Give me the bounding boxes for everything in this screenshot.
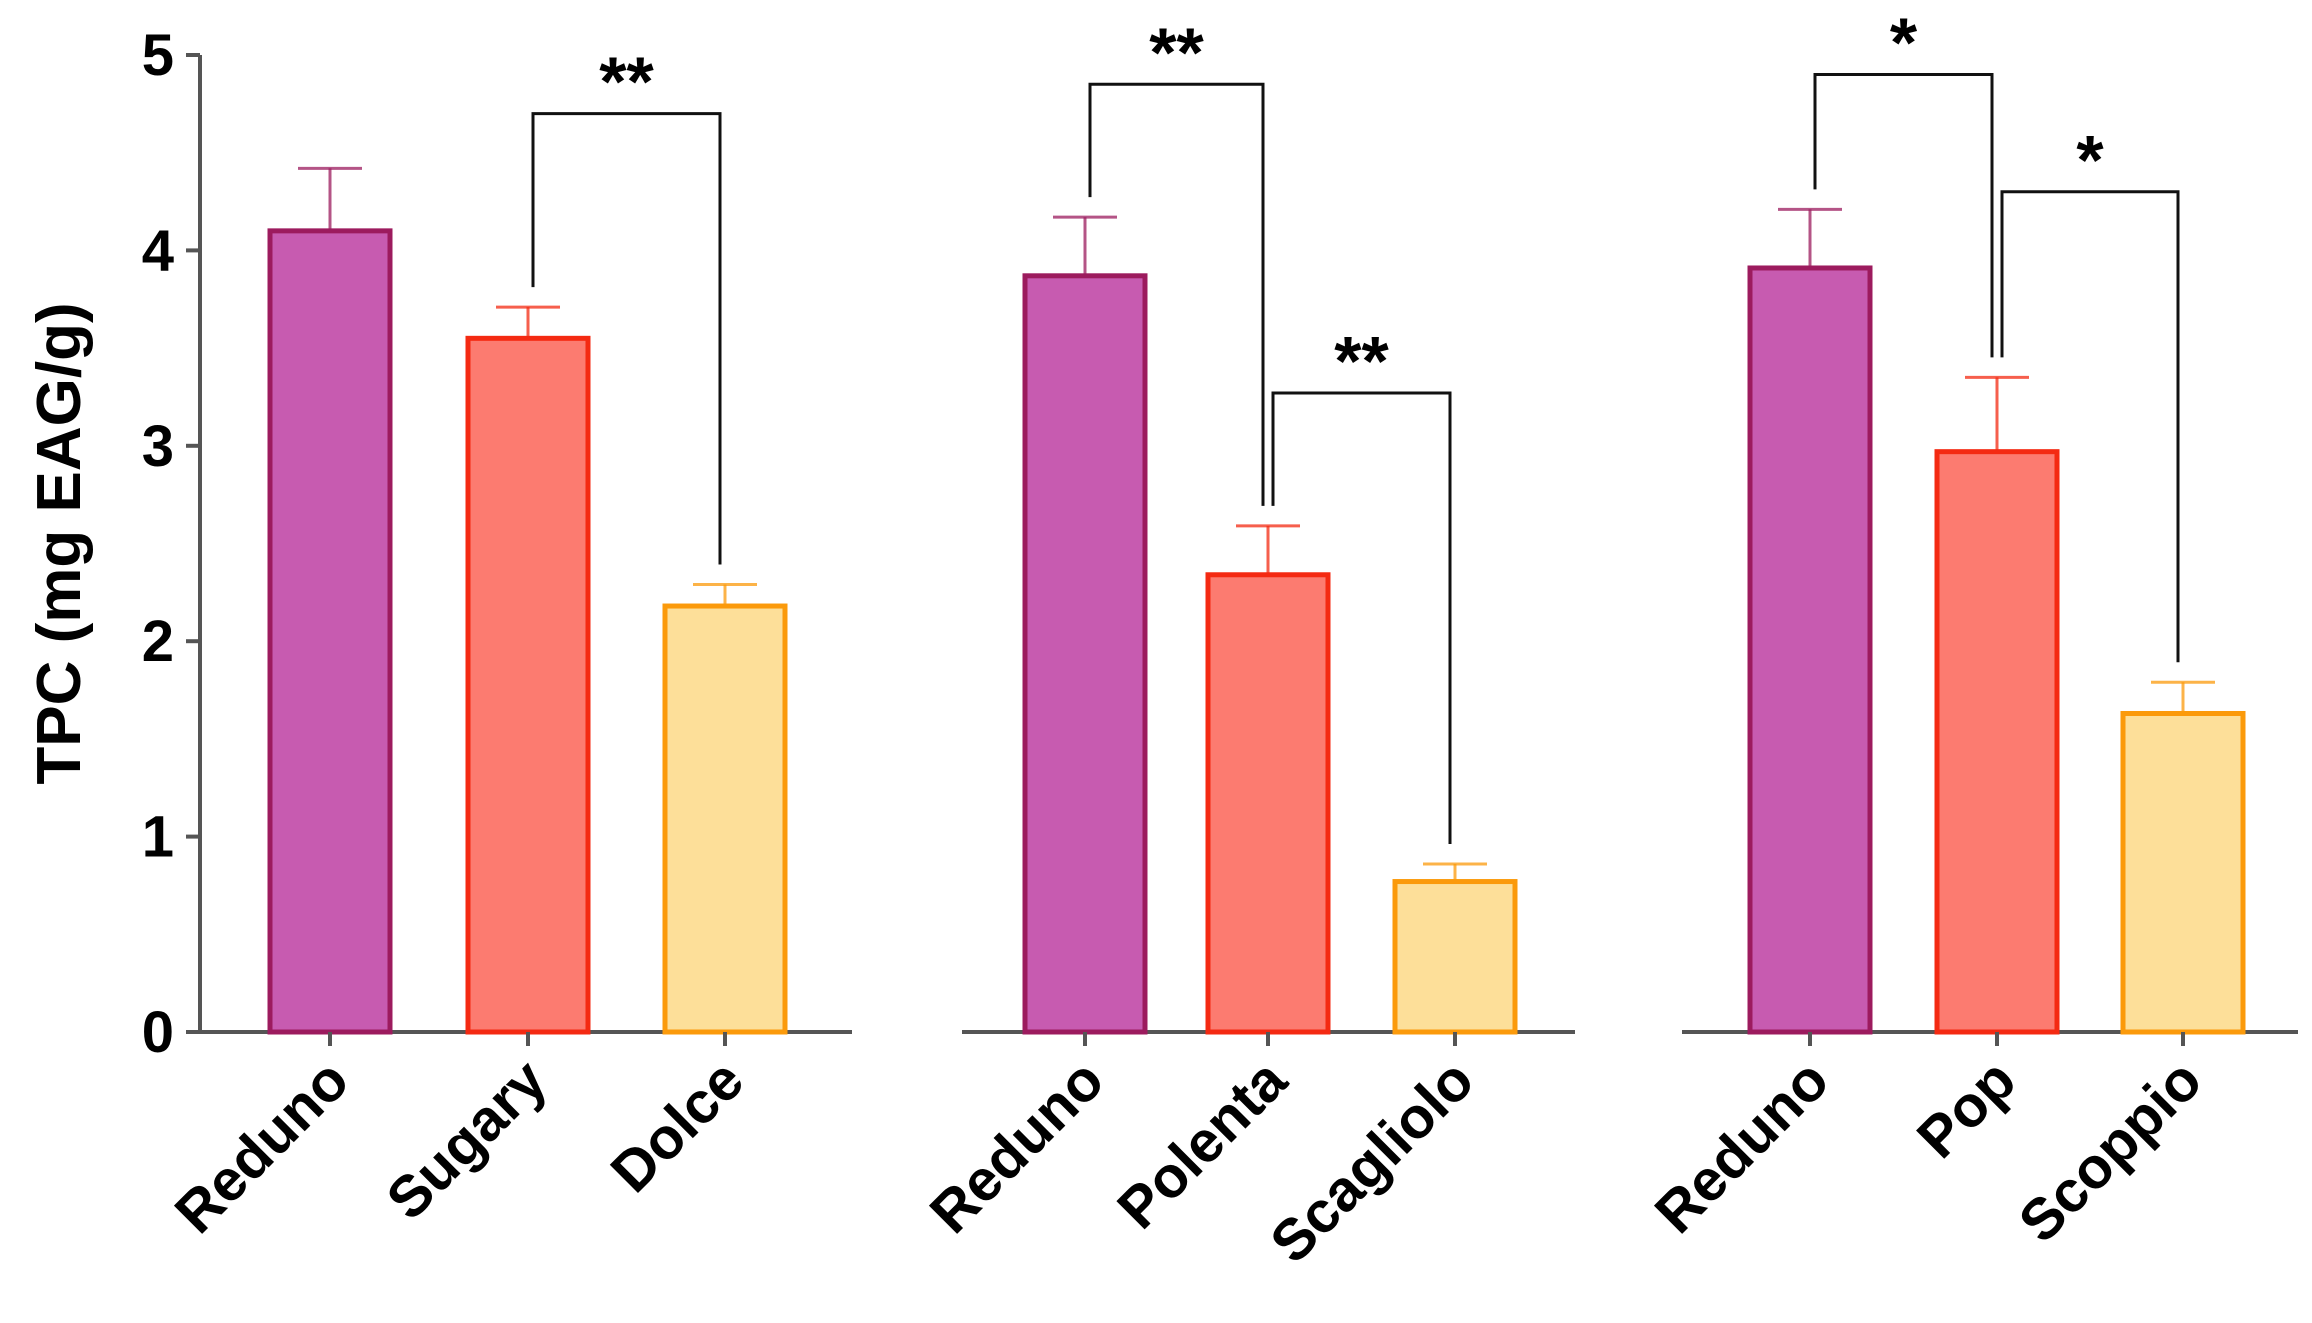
bar <box>1747 265 1873 1035</box>
x-tick-label: Reduno <box>918 1047 1117 1246</box>
y-axis-label: TPC (mg EAG/g) <box>25 302 94 784</box>
bar <box>465 335 591 1035</box>
bar <box>1022 273 1148 1035</box>
bar <box>1934 449 2060 1035</box>
x-tick-label: Reduno <box>1643 1047 1842 1246</box>
significance-bracket <box>2000 190 2180 663</box>
significance-label: * <box>2076 121 2104 199</box>
x-tick-label: Sugary <box>374 1047 559 1232</box>
x-tick-label: Scagliolo <box>1258 1047 1486 1275</box>
y-tick-label: 5 <box>142 23 174 88</box>
x-tick-label: Polenta <box>1105 1047 1300 1242</box>
significance-bracket <box>531 112 722 565</box>
y-tick-label: 4 <box>142 218 174 283</box>
bar <box>267 228 393 1035</box>
significance-label: ** <box>1149 13 1204 91</box>
x-tick-label: Scoppio <box>2006 1047 2214 1255</box>
y-tick-label: 1 <box>142 805 174 870</box>
bar <box>662 603 788 1035</box>
bar <box>1392 879 1518 1035</box>
x-tick-label: Reduno <box>163 1047 362 1246</box>
significance-label: ** <box>599 43 654 121</box>
bar <box>2120 710 2246 1035</box>
x-tick-label: Dolce <box>599 1047 757 1205</box>
bar <box>1205 572 1331 1035</box>
y-tick-label: 2 <box>142 609 174 674</box>
significance-label: * <box>1890 4 1918 82</box>
significance-label: ** <box>1334 322 1389 400</box>
significance-bracket <box>1088 82 1265 506</box>
y-tick-label: 3 <box>142 414 174 479</box>
significance-bracket <box>1813 73 1994 358</box>
y-tick-label: 0 <box>142 1000 174 1065</box>
x-tick-label: Pop <box>1905 1047 2028 1170</box>
significance-bracket <box>1271 391 1452 844</box>
